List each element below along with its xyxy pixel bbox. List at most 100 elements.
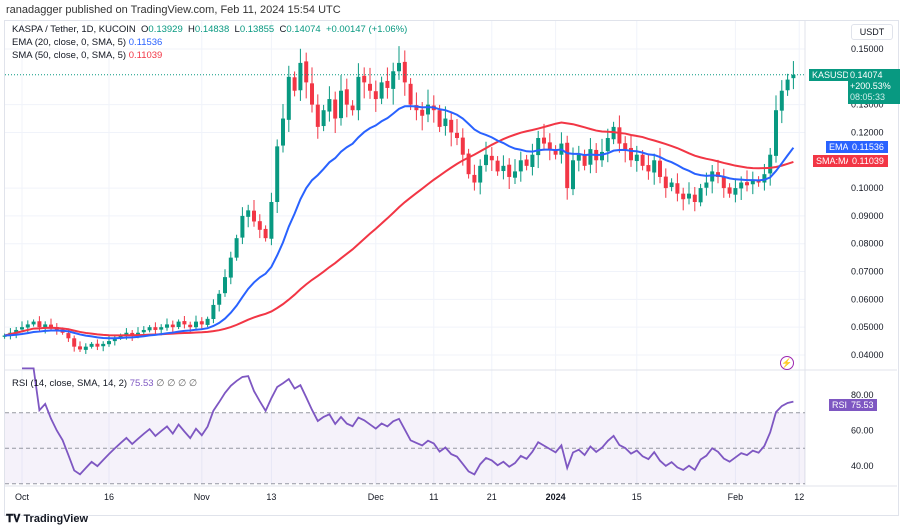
candle-body xyxy=(449,119,454,133)
price-tick: 0.05000 xyxy=(851,322,884,332)
rsi-tick: 80.00 xyxy=(851,390,874,400)
candle-body xyxy=(443,118,448,127)
candle-body xyxy=(739,182,744,189)
candle-body xyxy=(136,332,140,336)
candle-body xyxy=(159,327,164,330)
candle-body xyxy=(176,321,181,328)
last-price-tag: 0.14074 +200.53% 08:05:33 xyxy=(848,69,900,104)
open-value: 0.13929 xyxy=(148,24,183,35)
bar-countdown: 08:05:33 xyxy=(850,92,886,102)
candle-body xyxy=(95,343,100,347)
candle-body xyxy=(704,182,709,188)
close-label: C xyxy=(279,24,287,35)
candle-body xyxy=(344,89,349,105)
candle-body xyxy=(199,321,204,325)
candle-body xyxy=(484,154,488,166)
close-value: 0.14074 xyxy=(286,24,321,35)
candle-body xyxy=(774,110,778,156)
candle-body xyxy=(408,83,413,105)
ema-axis-value: 0.11536 xyxy=(848,141,888,153)
candle-body xyxy=(83,346,88,350)
candle-body xyxy=(733,188,738,195)
candle-body xyxy=(37,321,42,328)
ema-axis-tag: EMA xyxy=(826,141,852,153)
time-tick: Feb xyxy=(728,492,744,502)
candle-body xyxy=(721,176,726,189)
lightning-icon[interactable]: ⚡ xyxy=(780,356,794,370)
candle-body xyxy=(327,99,332,112)
candle-body xyxy=(518,160,523,172)
candle-body xyxy=(547,142,552,150)
symbol-legend: KASPA / Tether, 1D, KUCOIN O0.13929 H0.1… xyxy=(12,24,407,35)
candle-body xyxy=(571,160,575,190)
candle-body xyxy=(228,257,233,278)
time-tick: Oct xyxy=(15,492,30,502)
candle-body xyxy=(507,164,512,177)
price-tick: 0.04000 xyxy=(851,350,884,360)
time-tick: Dec xyxy=(368,492,385,502)
price-tick: 0.13000 xyxy=(851,100,884,110)
candle-body xyxy=(333,99,338,119)
candle-body xyxy=(588,149,593,165)
candle-body xyxy=(530,154,535,167)
candle-body xyxy=(658,160,662,177)
brand-name: TradingView xyxy=(23,513,89,525)
tradingview-logo[interactable]: 𝐓𝐕 TradingView xyxy=(6,513,88,526)
candle-body xyxy=(66,333,71,339)
candle-body xyxy=(727,187,732,194)
ema-line xyxy=(4,105,795,340)
rsi-line xyxy=(22,367,794,476)
candle-body xyxy=(217,293,222,305)
candle-body xyxy=(663,176,668,189)
candle-body xyxy=(565,142,570,189)
change-value: +0.00147 (+1.06%) xyxy=(325,24,408,35)
price-tick: 0.09000 xyxy=(851,211,884,221)
time-tick: 2024 xyxy=(546,492,566,502)
candle-body xyxy=(205,318,210,325)
price-tick: 0.08000 xyxy=(851,239,884,249)
time-tick: 12 xyxy=(794,492,804,502)
rsi-value: 75.53 xyxy=(129,378,154,389)
candle-body xyxy=(605,138,610,152)
candle-body xyxy=(536,138,541,156)
sma-line xyxy=(4,121,794,337)
rsi-tick: 60.00 xyxy=(851,426,874,436)
rsi-legend[interactable]: RSI (14, close, SMA, 14, 2) 75.53 ∅ ∅ ∅ … xyxy=(12,378,197,389)
candle-body xyxy=(170,324,175,328)
candle-body xyxy=(310,83,314,105)
candle-body xyxy=(286,76,291,120)
candle-body xyxy=(402,61,407,83)
candle-body xyxy=(223,277,227,294)
sma-label: SMA (50, close, 0, SMA, 5) xyxy=(12,50,127,61)
candle-body xyxy=(211,304,216,320)
candle-body xyxy=(263,228,268,239)
price-tick: 0.12000 xyxy=(851,127,884,137)
candle-body xyxy=(2,335,7,337)
candle-body xyxy=(675,183,680,194)
candle-body xyxy=(240,215,245,238)
candle-body xyxy=(112,338,117,342)
ema-legend[interactable]: EMA (20, close, 0, SMA, 5) 0.11536 xyxy=(12,37,162,48)
candle-body xyxy=(489,155,494,161)
currency-button[interactable]: USDT xyxy=(851,24,893,40)
rsi-extra: ∅ ∅ ∅ ∅ xyxy=(156,378,198,389)
sma-axis-value: 0.11039 xyxy=(848,155,888,167)
candle-body xyxy=(582,154,587,166)
candle-body xyxy=(495,160,500,172)
candle-body xyxy=(385,80,390,88)
candle-body xyxy=(791,74,796,79)
ema-value: 0.11536 xyxy=(128,37,163,48)
candle-body xyxy=(478,165,483,183)
candle-body xyxy=(397,62,401,72)
candle-body xyxy=(31,321,36,325)
low-label: L xyxy=(234,24,240,35)
rsi-label: RSI (14, close, SMA, 14, 2) xyxy=(12,378,128,389)
symbol-title[interactable]: KASPA / Tether, 1D, KUCOIN xyxy=(12,24,136,35)
candle-body xyxy=(420,109,425,116)
candle-body xyxy=(576,154,581,161)
candle-body xyxy=(756,180,761,183)
candle-body xyxy=(669,182,674,188)
sma-legend[interactable]: SMA (50, close, 0, SMA, 5) 0.11039 xyxy=(12,50,162,61)
candle-body xyxy=(437,110,442,127)
